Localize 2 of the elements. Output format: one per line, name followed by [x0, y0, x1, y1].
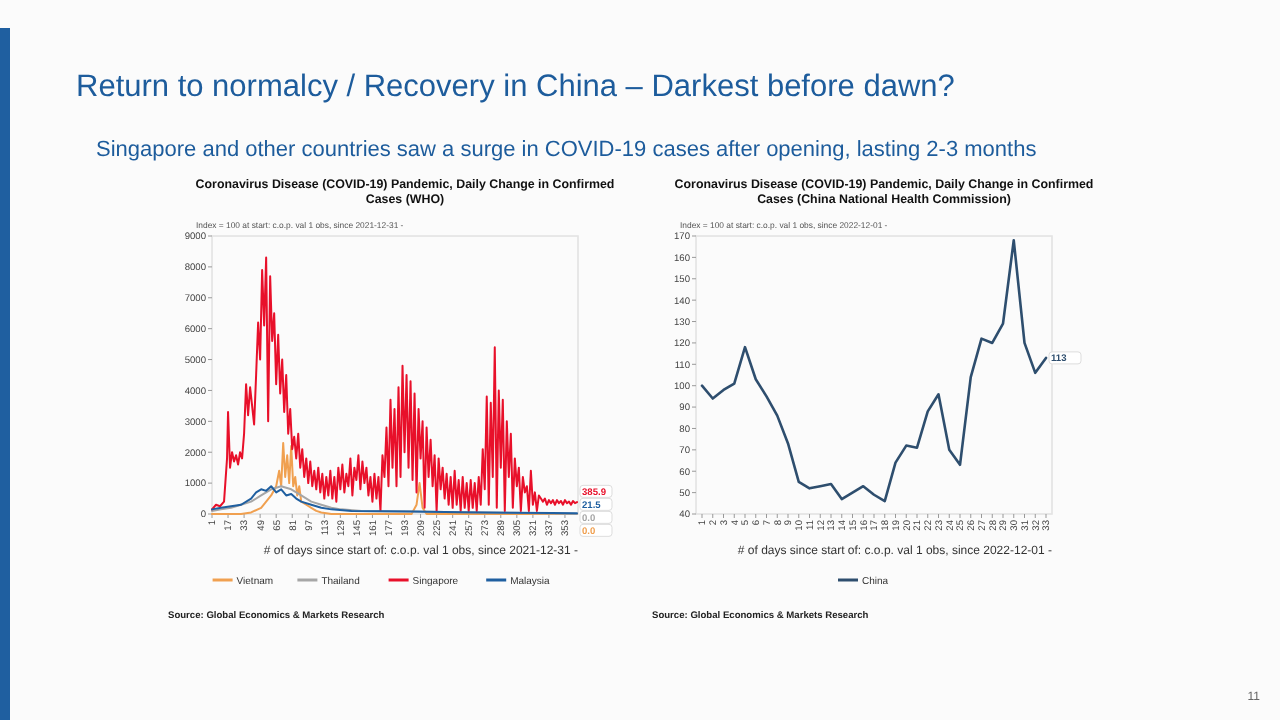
text: Return to normalcy / Recovery in China – Darkest before dawn? — [76, 70, 956, 104]
text: Singapore and other countries saw a surge in COVID-19 cases after opening, lasting 2-3 months — [96, 138, 1038, 162]
